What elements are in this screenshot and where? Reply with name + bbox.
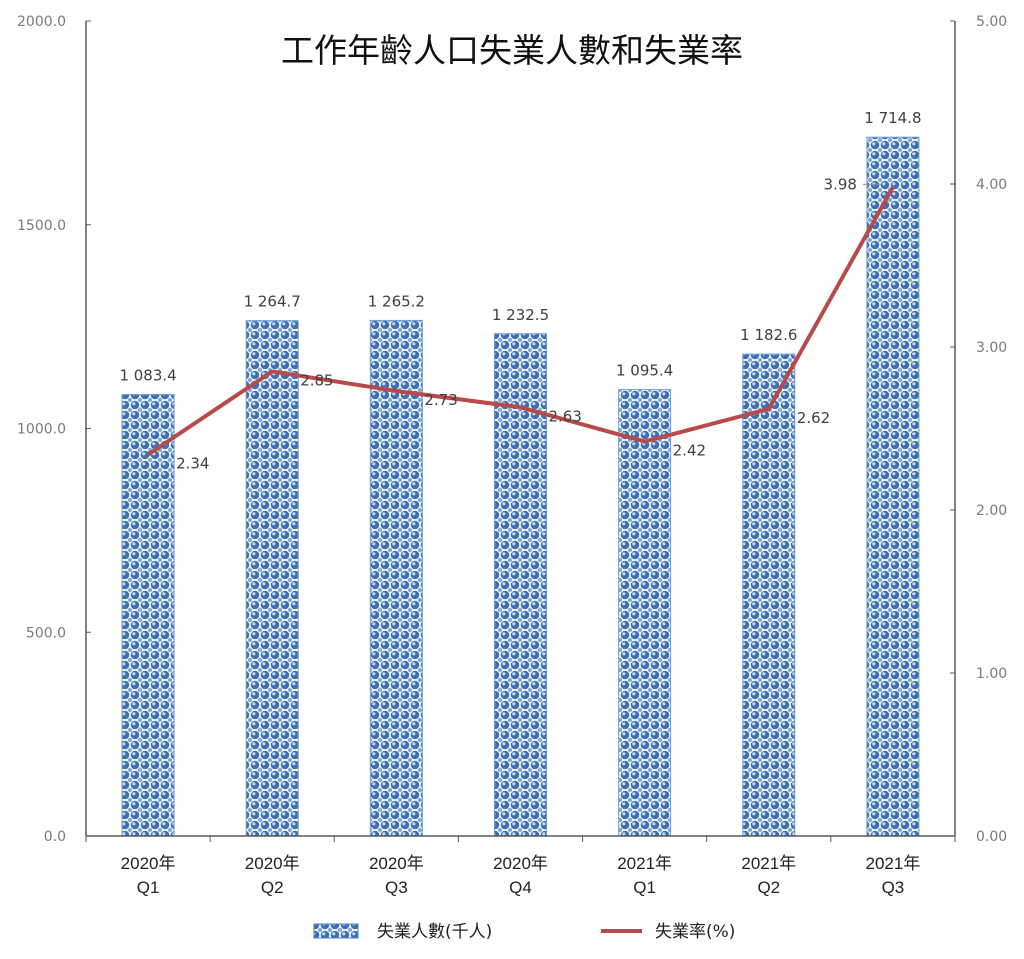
axes	[85, 20, 956, 842]
category-label-year: 2020年	[493, 854, 548, 873]
bar	[742, 353, 796, 837]
left-tick-label: 1500.0	[17, 218, 66, 234]
category-label-quarter: Q1	[633, 878, 656, 897]
legend-bar-label: 失業人數(千人)	[377, 922, 492, 942]
legend: 失業人數(千人) 失業率(%)	[313, 922, 735, 942]
left-tick-label: 2000.0	[17, 14, 66, 30]
right-tick-label: 2.00	[976, 503, 1007, 519]
category-label-quarter: Q1	[137, 878, 160, 897]
rate-value-label: 2.42	[673, 442, 706, 460]
category-label-year: 2020年	[121, 854, 176, 873]
line-series	[146, 186, 895, 457]
right-tick-label: 0.00	[976, 829, 1007, 845]
bar-value-label: 1 264.7	[244, 293, 301, 311]
bar	[245, 320, 299, 837]
right-tick-label: 4.00	[976, 177, 1007, 193]
bar-series	[121, 136, 920, 837]
bar-value-label: 1 182.6	[740, 326, 797, 344]
category-label-quarter: Q2	[261, 878, 284, 897]
category-label-quarter: Q2	[757, 878, 780, 897]
bar-value-label: 1 083.4	[119, 367, 176, 385]
bar	[369, 319, 423, 837]
bar-value-label: 1 714.8	[864, 109, 921, 127]
left-tick-label: 500.0	[26, 625, 66, 641]
rate-value-label: 2.34	[176, 455, 209, 473]
rate-value-label: 2.85	[300, 371, 333, 389]
data-labels: 1 083.4 1 264.7 1 265.2 1 232.5 1 095.4 1 182…	[119, 109, 921, 472]
rate-value-label: 2.62	[797, 409, 830, 427]
left-tick-label: 0.0	[44, 829, 66, 845]
bar-value-label: 1 095.4	[616, 362, 673, 380]
category-label-year: 2020年	[245, 854, 300, 873]
category-label-year: 2021年	[866, 854, 921, 873]
bar	[494, 333, 547, 837]
rate-value-label: 2.73	[424, 391, 457, 409]
category-label-year: 2021年	[617, 854, 672, 873]
rate-value-label: 2.63	[549, 407, 582, 425]
bar-value-label: 1 232.5	[492, 306, 549, 324]
category-label-year: 2020年	[369, 854, 424, 873]
right-tick-label: 3.00	[976, 340, 1007, 356]
tick-labels: 0.0 500.0 1000.0 1500.0 2000.0 0.00 1.00 2.00 3.…	[17, 14, 1007, 845]
rate-value-label: 3.98	[824, 175, 857, 193]
legend-line-label: 失業率(%)	[655, 922, 735, 942]
unemployment-rate-line	[146, 186, 895, 457]
bar	[866, 136, 920, 837]
bar	[618, 389, 672, 837]
right-tick-label: 1.00	[976, 666, 1007, 682]
category-label-quarter: Q3	[385, 878, 408, 897]
bar	[121, 394, 175, 837]
category-label-quarter: Q4	[509, 878, 532, 897]
category-labels: 2020年 Q1 2020年 Q2 2020年 Q3 2020年 Q4 2021年 Q1 2021年…	[121, 854, 921, 897]
right-tick-label: 5.00	[976, 14, 1007, 30]
bar-value-label: 1 265.2	[368, 292, 425, 310]
category-label-quarter: Q3	[882, 878, 905, 897]
legend-bar-swatch	[313, 923, 359, 939]
category-label-year: 2021年	[741, 854, 796, 873]
chart-title: 工作年齡人口失業人數和失業率	[281, 31, 743, 70]
left-tick-label: 1000.0	[17, 422, 66, 438]
